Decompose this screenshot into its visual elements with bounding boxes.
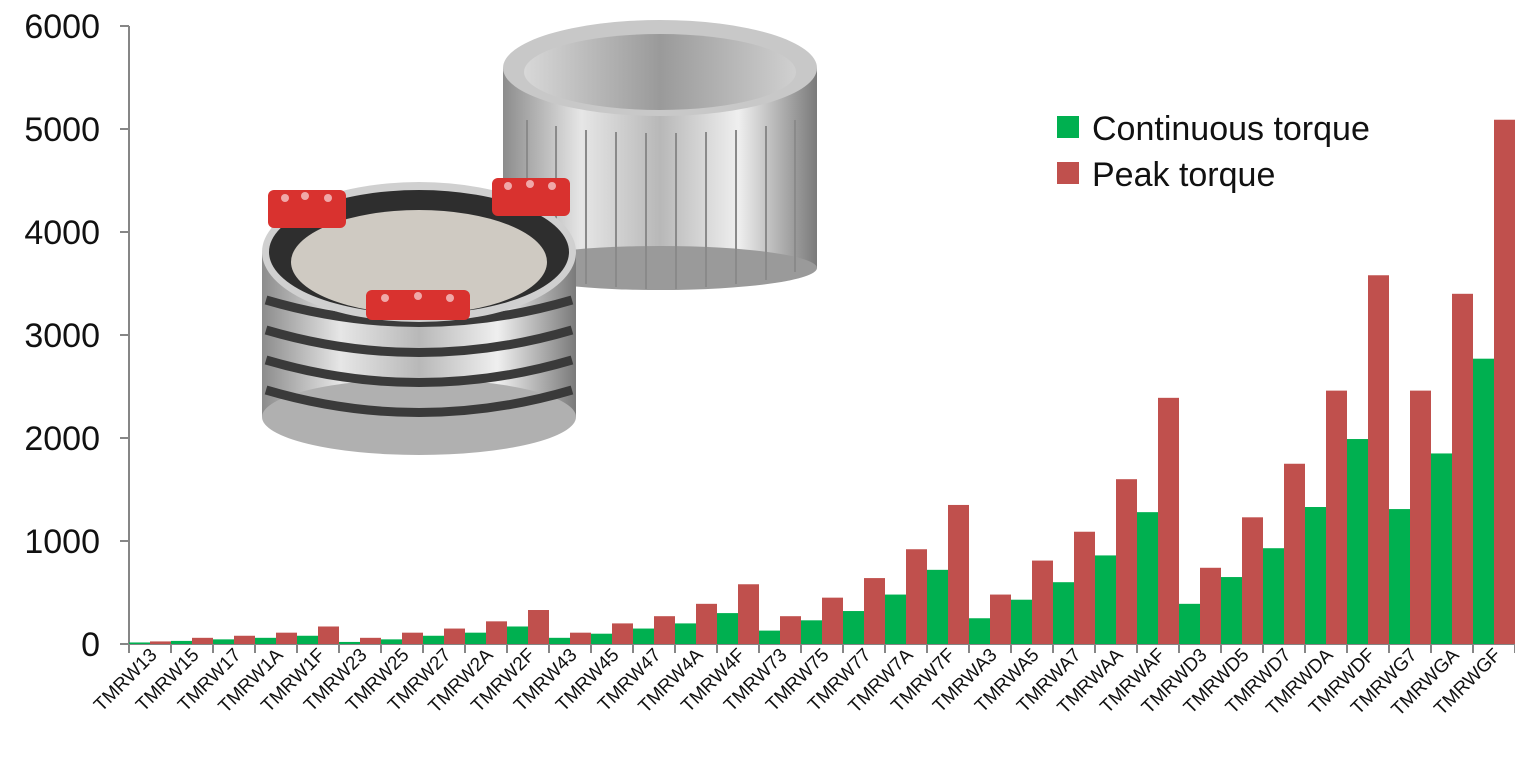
- bar-peak-tmrwd5: [1242, 517, 1263, 644]
- y-tick-label: 4000: [24, 214, 100, 252]
- bar-continuous-tmrw15: [171, 640, 192, 644]
- bar-peak-tmrwaa: [1116, 479, 1137, 644]
- bar-peak-tmrwa5: [1032, 560, 1053, 644]
- bar-continuous-tmrwa5: [1011, 599, 1032, 644]
- bar-continuous-tmrw27: [423, 635, 444, 644]
- bar-continuous-tmrwa3: [969, 618, 990, 644]
- bar-peak-tmrwa7: [1074, 531, 1095, 644]
- bar-peak-tmrw47: [654, 616, 675, 644]
- bar-peak-tmrwd7: [1284, 463, 1305, 644]
- bar-continuous-tmrwd7: [1263, 548, 1284, 644]
- bar-peak-tmrwa3: [990, 594, 1011, 644]
- bar-peak-tmrwdf: [1368, 275, 1389, 644]
- stator-ring-image: [262, 178, 576, 455]
- bar-peak-tmrw4f: [738, 584, 759, 644]
- bar-peak-tmrw43: [570, 632, 591, 644]
- legend: Continuous torque Peak torque: [1057, 110, 1370, 194]
- motor-rotor-stator-photo: [262, 20, 817, 455]
- y-tick-label: 1000: [24, 523, 100, 561]
- bar-continuous-tmrwaf: [1137, 512, 1158, 644]
- bar-continuous-tmrw17: [213, 639, 234, 644]
- bar-peak-tmrwda: [1326, 390, 1347, 644]
- legend-label-continuous: Continuous torque: [1092, 110, 1370, 148]
- bar-peak-tmrw73: [780, 616, 801, 644]
- bar-peak-tmrw2a: [486, 621, 507, 644]
- bar-continuous-tmrw13: [129, 642, 150, 644]
- bar-peak-tmrw45: [612, 623, 633, 644]
- bar-peak-tmrw4a: [696, 603, 717, 644]
- bar-continuous-tmrw47: [633, 628, 654, 644]
- bar-continuous-tmrwda: [1305, 507, 1326, 644]
- bar-continuous-tmrw23: [339, 641, 360, 644]
- bar-continuous-tmrw7a: [885, 594, 906, 644]
- bar-peak-tmrwaf: [1158, 397, 1179, 644]
- bar-peak-tmrw1a: [276, 632, 297, 644]
- bar-peak-tmrw23: [360, 637, 381, 644]
- x-axis-ticks: TMRW13TMRW15TMRW17TMRW1ATMRW1FTMRW23TMRW…: [90, 644, 1515, 720]
- bar-continuous-tmrw43: [549, 637, 570, 644]
- bar-peak-tmrw7a: [906, 549, 927, 644]
- bar-continuous-tmrwg7: [1389, 509, 1410, 644]
- bar-continuous-tmrw7f: [927, 569, 948, 644]
- bar-continuous-tmrw2a: [465, 632, 486, 644]
- bar-continuous-tmrwd3: [1179, 603, 1200, 644]
- y-tick-label: 2000: [24, 420, 100, 458]
- y-axis-ticks: 0 1000 2000 3000 4000 5000 6000: [24, 8, 129, 664]
- bar-peak-tmrw2f: [528, 610, 549, 644]
- bar-continuous-tmrw2f: [507, 626, 528, 644]
- y-tick-label: 3000: [24, 317, 100, 355]
- bar-peak-tmrwgf: [1494, 119, 1515, 645]
- y-tick-label: 5000: [24, 111, 100, 149]
- bar-peak-tmrw15: [192, 637, 213, 644]
- legend-swatch-continuous: [1057, 116, 1079, 138]
- bar-continuous-tmrw1a: [255, 637, 276, 644]
- legend-swatch-peak: [1057, 162, 1079, 184]
- bar-continuous-tmrwga: [1431, 453, 1452, 644]
- bar-continuous-tmrw73: [759, 630, 780, 644]
- bar-continuous-tmrw45: [591, 633, 612, 644]
- bar-continuous-tmrw25: [381, 639, 402, 644]
- bar-peak-tmrw7f: [948, 504, 969, 644]
- bar-continuous-tmrw1f: [297, 635, 318, 644]
- bar-continuous-tmrw4a: [675, 623, 696, 644]
- bar-peak-tmrw25: [402, 632, 423, 644]
- bar-peak-tmrw75: [822, 597, 843, 644]
- bar-continuous-tmrw4f: [717, 613, 738, 644]
- y-tick-label: 6000: [24, 8, 100, 46]
- bar-continuous-tmrwgf: [1473, 358, 1494, 644]
- bar-continuous-tmrwaa: [1095, 555, 1116, 644]
- bar-peak-tmrw27: [444, 628, 465, 644]
- bar-continuous-tmrw75: [801, 620, 822, 644]
- bar-continuous-tmrw77: [843, 611, 864, 644]
- bar-peak-tmrw17: [234, 635, 255, 644]
- bar-peak-tmrw77: [864, 578, 885, 644]
- legend-label-peak: Peak torque: [1092, 156, 1275, 194]
- bar-peak-tmrwg7: [1410, 390, 1431, 644]
- bar-continuous-tmrwa7: [1053, 582, 1074, 644]
- bar-continuous-tmrwdf: [1347, 439, 1368, 644]
- bars: [129, 119, 1515, 645]
- bar-peak-tmrw1f: [318, 626, 339, 644]
- bar-continuous-tmrwd5: [1221, 577, 1242, 644]
- y-tick-label: 0: [81, 626, 100, 664]
- bar-peak-tmrwd3: [1200, 567, 1221, 644]
- bar-peak-tmrw13: [150, 641, 171, 644]
- bar-peak-tmrwga: [1452, 293, 1473, 644]
